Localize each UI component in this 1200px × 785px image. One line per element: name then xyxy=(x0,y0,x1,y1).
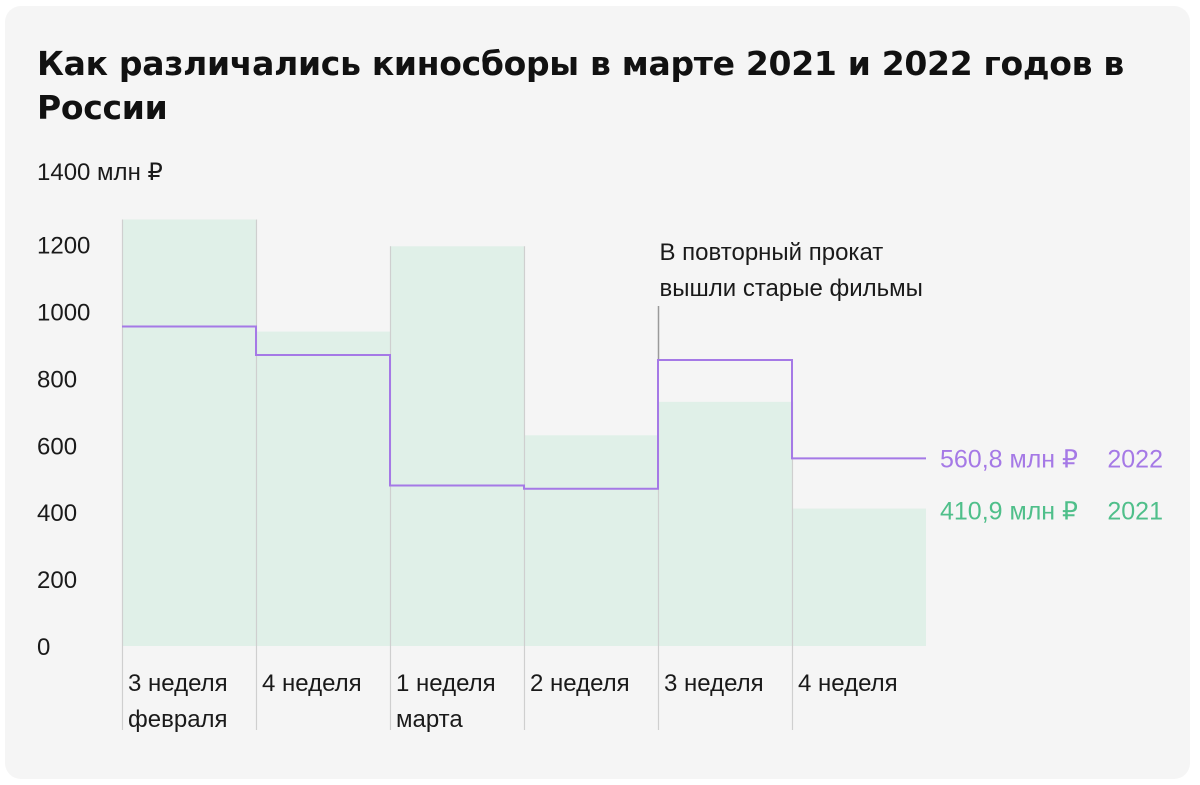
bar-2021 xyxy=(658,401,792,646)
x-category-label: 4 неделя xyxy=(798,670,898,697)
x-category-label: февраля xyxy=(128,706,228,733)
annotation-text: вышли старые фильмы xyxy=(660,275,923,302)
series-year-label: 2021 xyxy=(1107,498,1163,526)
annotation-text: В повторный прокат xyxy=(660,239,884,266)
y-tick-label: 600 xyxy=(37,433,77,460)
y-axis-unit-label: 1400 млн ₽ xyxy=(37,159,163,186)
chart-title: Как различались киносборы в марте 2021 и… xyxy=(37,44,1124,127)
step-line-2022 xyxy=(122,325,926,490)
bar-2021 xyxy=(524,435,658,646)
y-tick-label: 200 xyxy=(37,567,77,594)
end-value-label: 560,8 млн ₽ xyxy=(940,445,1078,473)
x-category-label: 4 неделя xyxy=(262,670,362,697)
bar-2021 xyxy=(390,246,524,646)
x-category-label: 2 неделя xyxy=(530,670,630,697)
bar-2021 xyxy=(792,508,926,646)
y-tick-label: 400 xyxy=(37,500,77,527)
series-year-label: 2022 xyxy=(1107,445,1163,473)
x-category-label: 3 неделя xyxy=(664,670,764,697)
x-category-label: марта xyxy=(396,706,463,733)
y-tick-label: 1200 xyxy=(37,233,90,260)
y-tick-label: 800 xyxy=(37,366,77,393)
end-value-label: 410,9 млн ₽ xyxy=(940,498,1078,526)
bar-2021 xyxy=(256,331,390,646)
y-tick-label: 0 xyxy=(37,634,50,661)
bar-2021 xyxy=(122,219,256,646)
x-category-label: 3 неделя xyxy=(128,670,228,697)
y-tick-label: 1000 xyxy=(37,300,90,327)
x-category-label: 1 неделя xyxy=(396,670,496,697)
